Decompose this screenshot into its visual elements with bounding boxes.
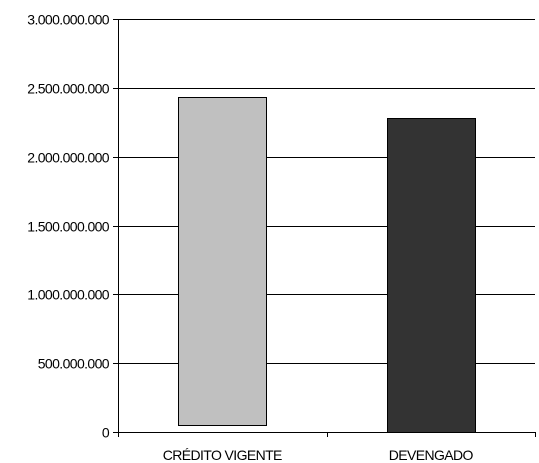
y-tick-label: 2.500.000.000 <box>27 81 110 97</box>
y-tick-label: 500.000.000 <box>38 356 110 372</box>
y-tick-label: 1.000.000.000 <box>27 287 110 303</box>
y-tick-label: 3.000.000.000 <box>27 12 110 28</box>
axes <box>113 19 536 437</box>
bar <box>387 118 476 433</box>
x-category-label: DEVENGADO <box>389 447 474 463</box>
labels: 0 500.000.000 1.000.000.000 1.500.000.000 2.… <box>27 12 474 463</box>
y-tick-label: 1.500.000.000 <box>27 219 110 235</box>
y-tick-label: 2.000.000.000 <box>27 150 110 166</box>
bars <box>178 97 476 433</box>
y-tick-label: 0 <box>102 425 110 441</box>
x-category-label: CRÉDITO VIGENTE <box>163 447 282 463</box>
bar <box>178 97 267 426</box>
